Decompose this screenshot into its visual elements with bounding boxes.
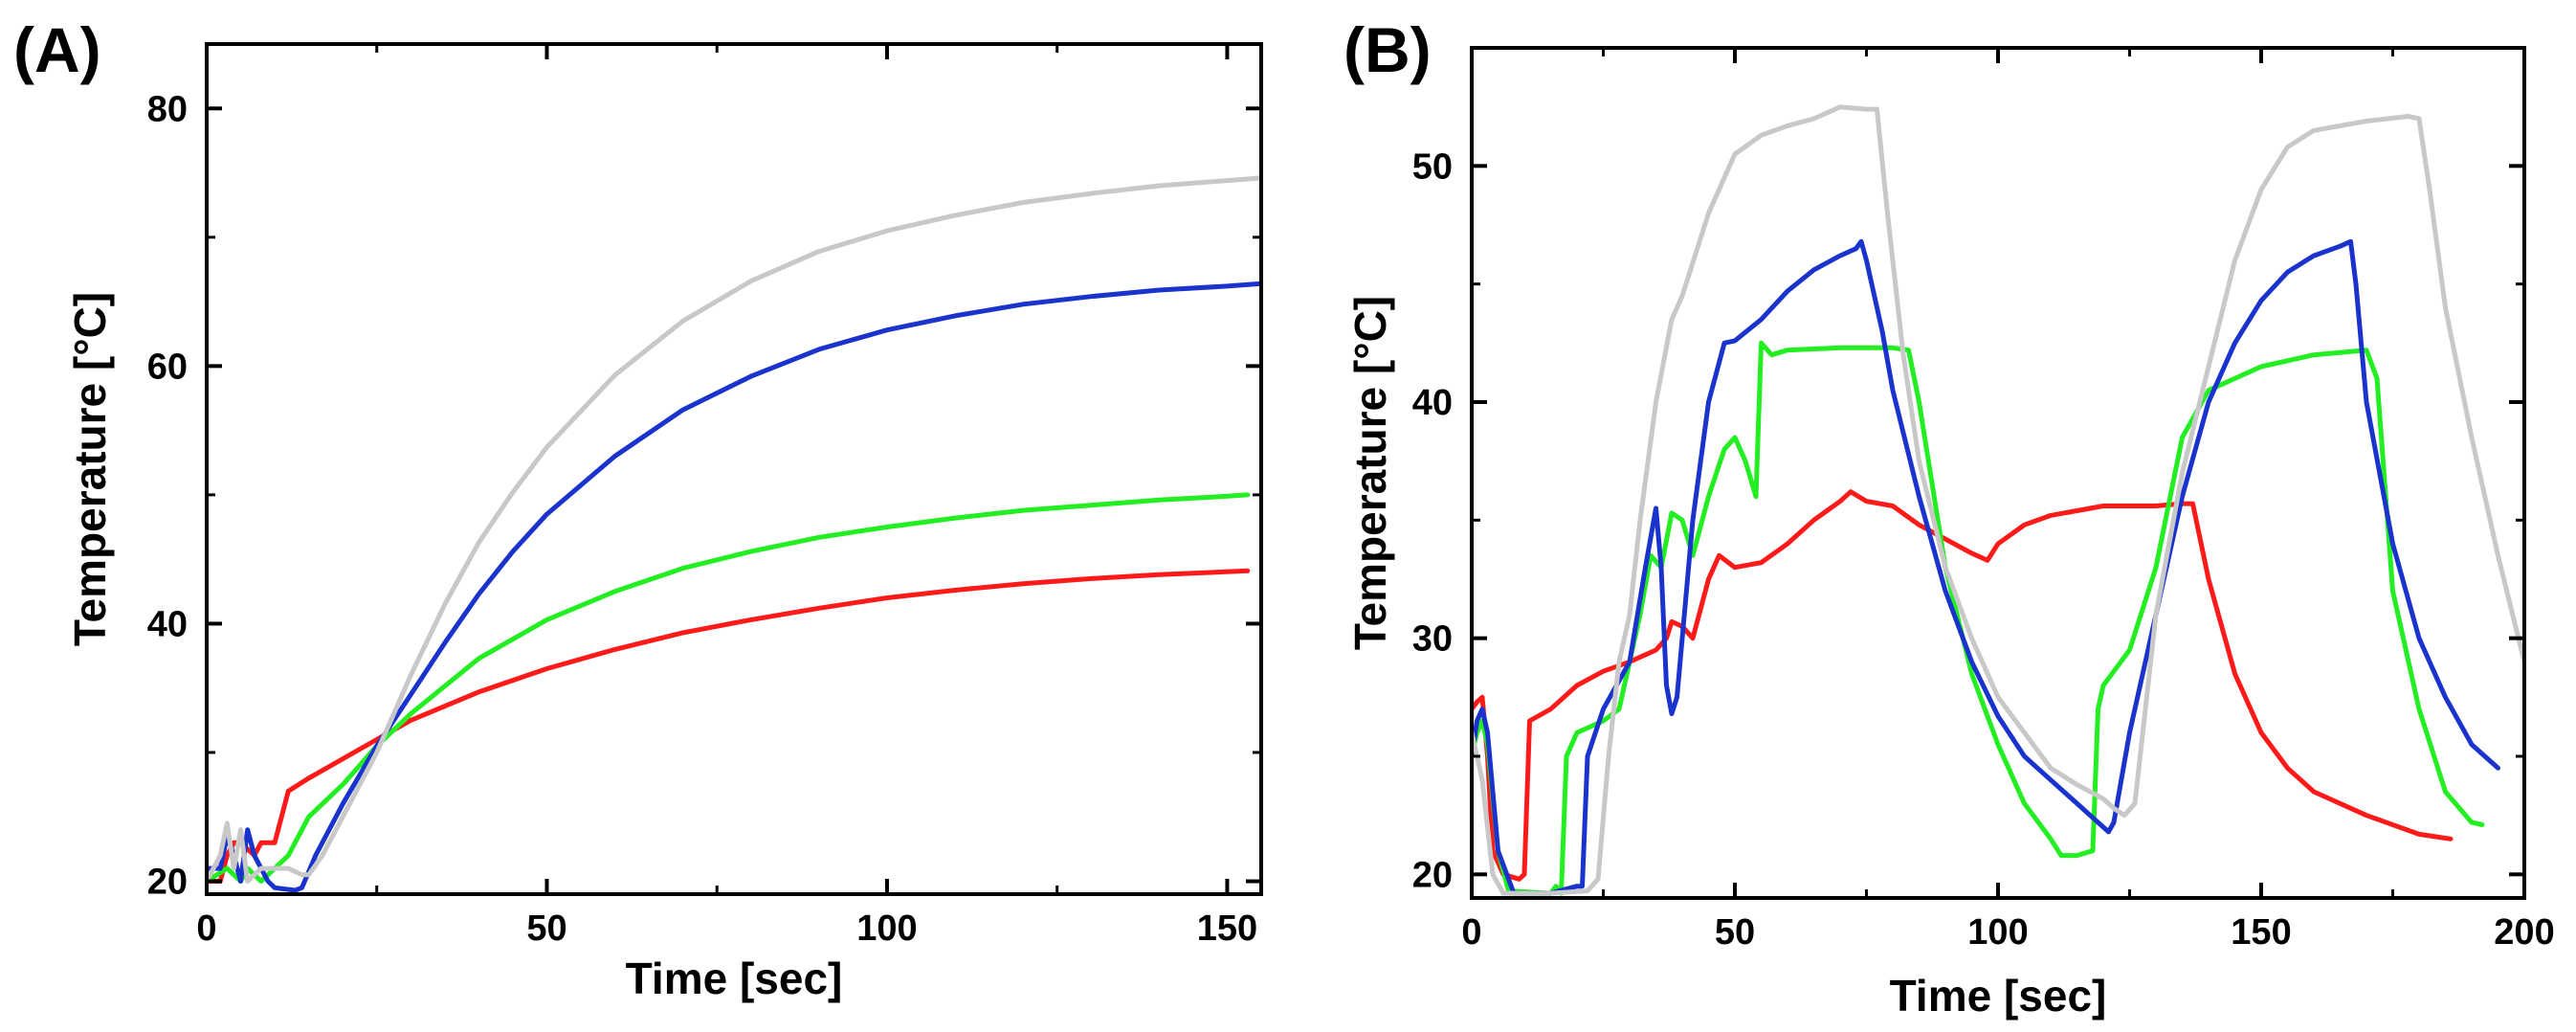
series-green-line (207, 492, 1251, 884)
series-gray-line (207, 175, 1261, 884)
plot-frame (1470, 46, 2526, 900)
y-tick-label: 40 (1412, 383, 1453, 423)
panel-label-a: (A) (13, 14, 101, 85)
y-tick-label: 60 (147, 347, 188, 387)
chart-panel-a: 0 50 100 150 20 40 60 80 Time [sec] Temperature [… (65, 42, 1263, 1003)
x-axis-title: Time [sec] (626, 953, 843, 1003)
x-tick-label: 100 (1967, 912, 2028, 953)
x-tick-label: 150 (2231, 912, 2291, 953)
series-gray-line (1472, 104, 2524, 896)
y-tick-label: 30 (1412, 619, 1453, 660)
y-tick-label: 80 (147, 89, 188, 129)
series-red-line (207, 568, 1251, 884)
x-tick-label: 150 (1197, 909, 1257, 949)
y-tick-label: 50 (1412, 146, 1453, 187)
x-tick-label: 100 (856, 909, 917, 949)
x-tick-label: 0 (1461, 912, 1481, 953)
chart-panel-b: 0 50 100 150 200 20 30 40 50 Time [sec] Temperatur… (1345, 46, 2555, 1021)
y-axis-title: Temperature [°C] (65, 292, 115, 646)
panel-label-b: (B) (1344, 14, 1432, 85)
y-axis-title: Temperature [°C] (1345, 296, 1395, 650)
plot-frame (205, 42, 1263, 896)
y-tick-label: 20 (1412, 855, 1453, 895)
x-axis-title: Time [sec] (1890, 971, 2107, 1021)
y-tick-label: 40 (147, 604, 188, 644)
series-blue-line (207, 280, 1261, 893)
x-tick-label: 200 (2494, 912, 2554, 953)
series-green-line (1472, 340, 2485, 896)
series-red-line (1472, 489, 2454, 882)
x-tick-label: 50 (1715, 912, 1755, 953)
y-tick-label: 20 (147, 863, 188, 903)
series-blue-line (1472, 238, 2500, 896)
x-tick-label: 0 (196, 909, 216, 949)
x-tick-label: 50 (526, 909, 566, 949)
